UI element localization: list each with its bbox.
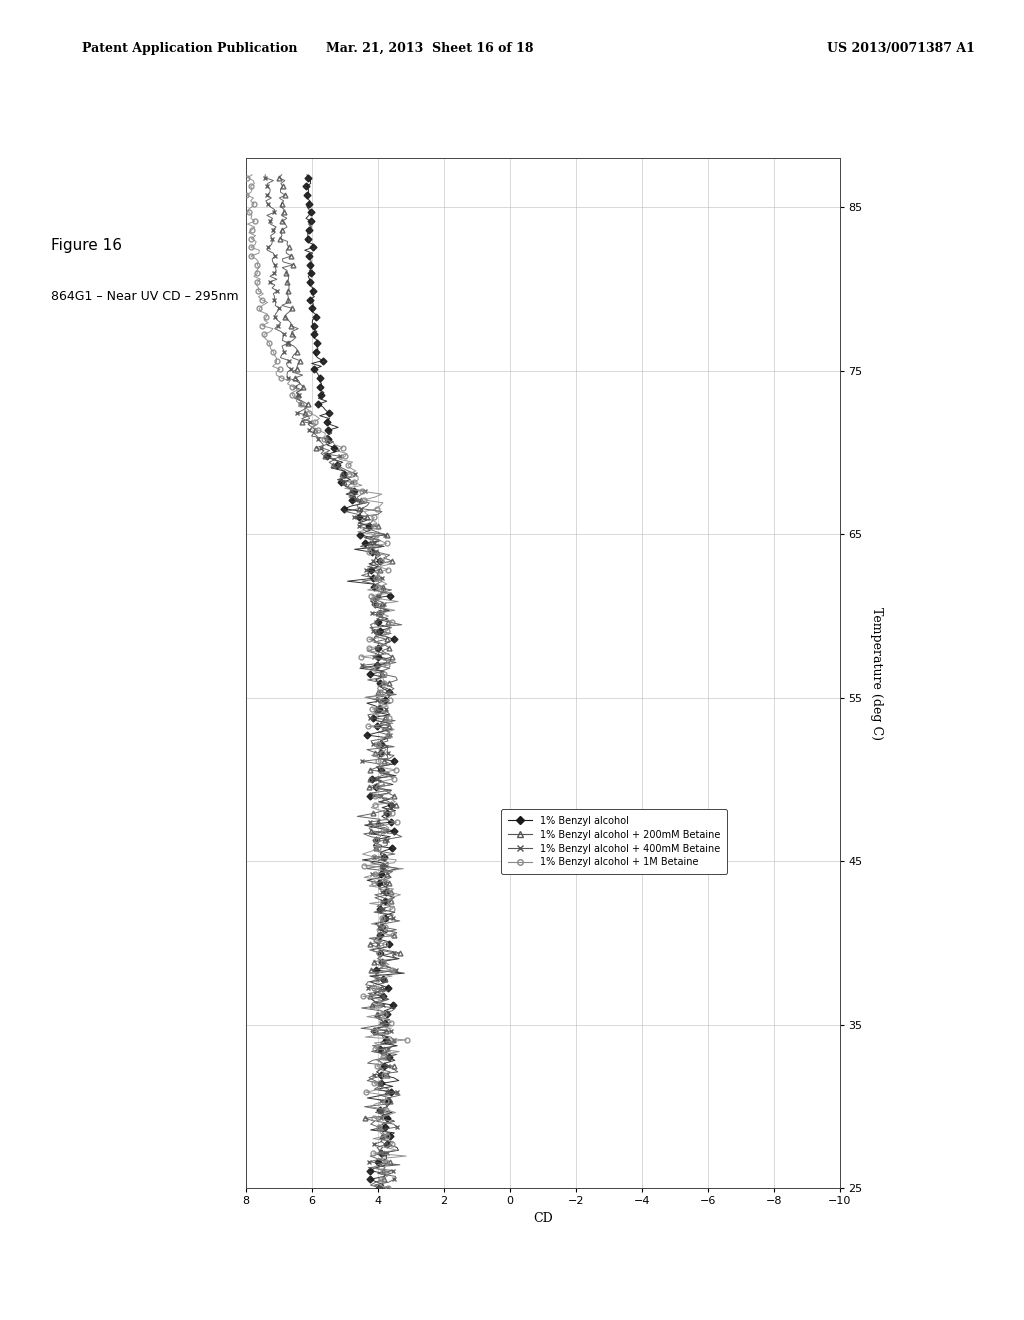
Legend: 1% Benzyl alcohol, 1% Benzyl alcohol + 200mM Betaine, 1% Benzyl alcohol + 400mM : 1% Benzyl alcohol, 1% Benzyl alcohol + 2… xyxy=(501,809,727,874)
Text: Mar. 21, 2013  Sheet 16 of 18: Mar. 21, 2013 Sheet 16 of 18 xyxy=(327,42,534,55)
Text: Patent Application Publication: Patent Application Publication xyxy=(82,42,297,55)
Text: US 2013/0071387 A1: US 2013/0071387 A1 xyxy=(827,42,975,55)
Text: 864G1 – Near UV CD – 295nm: 864G1 – Near UV CD – 295nm xyxy=(51,290,239,304)
X-axis label: CD: CD xyxy=(532,1212,553,1225)
Y-axis label: Temperature (deg C): Temperature (deg C) xyxy=(870,607,884,739)
Text: Figure 16: Figure 16 xyxy=(51,238,122,252)
